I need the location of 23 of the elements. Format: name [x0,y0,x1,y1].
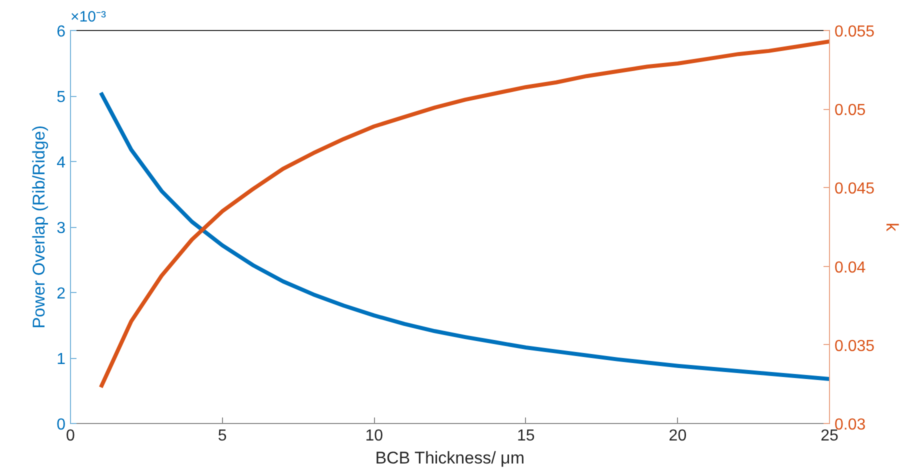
x-axis-title: BCB Thickness/ μm [375,448,525,468]
y2-tick-label: 0.04 [834,259,866,276]
y-tick-label: 1 [56,351,66,368]
y-tick-label: 5 [56,89,66,106]
x-tick-label: 10 [365,428,384,444]
y2-tick-label: 0.035 [834,338,875,355]
y-tick-label: 3 [56,220,66,237]
x-tick-label: 15 [517,428,535,444]
y-tick-label: 2 [56,286,66,302]
y-tick-label: 0 [56,416,66,434]
y-axis-title: Power Overlap (Rib/Ridge) [30,125,49,329]
y2-tick-label: 0.03 [834,416,866,434]
text: ×10⁻³ [70,8,106,26]
y-tick-label: 4 [56,154,66,172]
line-series [98,90,830,381]
x-tick-label: 20 [668,428,687,444]
x-tick-label: 5 [218,428,227,444]
line-series [98,40,830,390]
y2-axis-title: k [882,222,902,232]
y2-tick-label: 0.05 [834,102,866,120]
y2-tick-label: 0.045 [834,180,875,198]
y-tick-label: 6 [56,24,66,40]
y2-tick-label: 0.055 [834,24,875,40]
